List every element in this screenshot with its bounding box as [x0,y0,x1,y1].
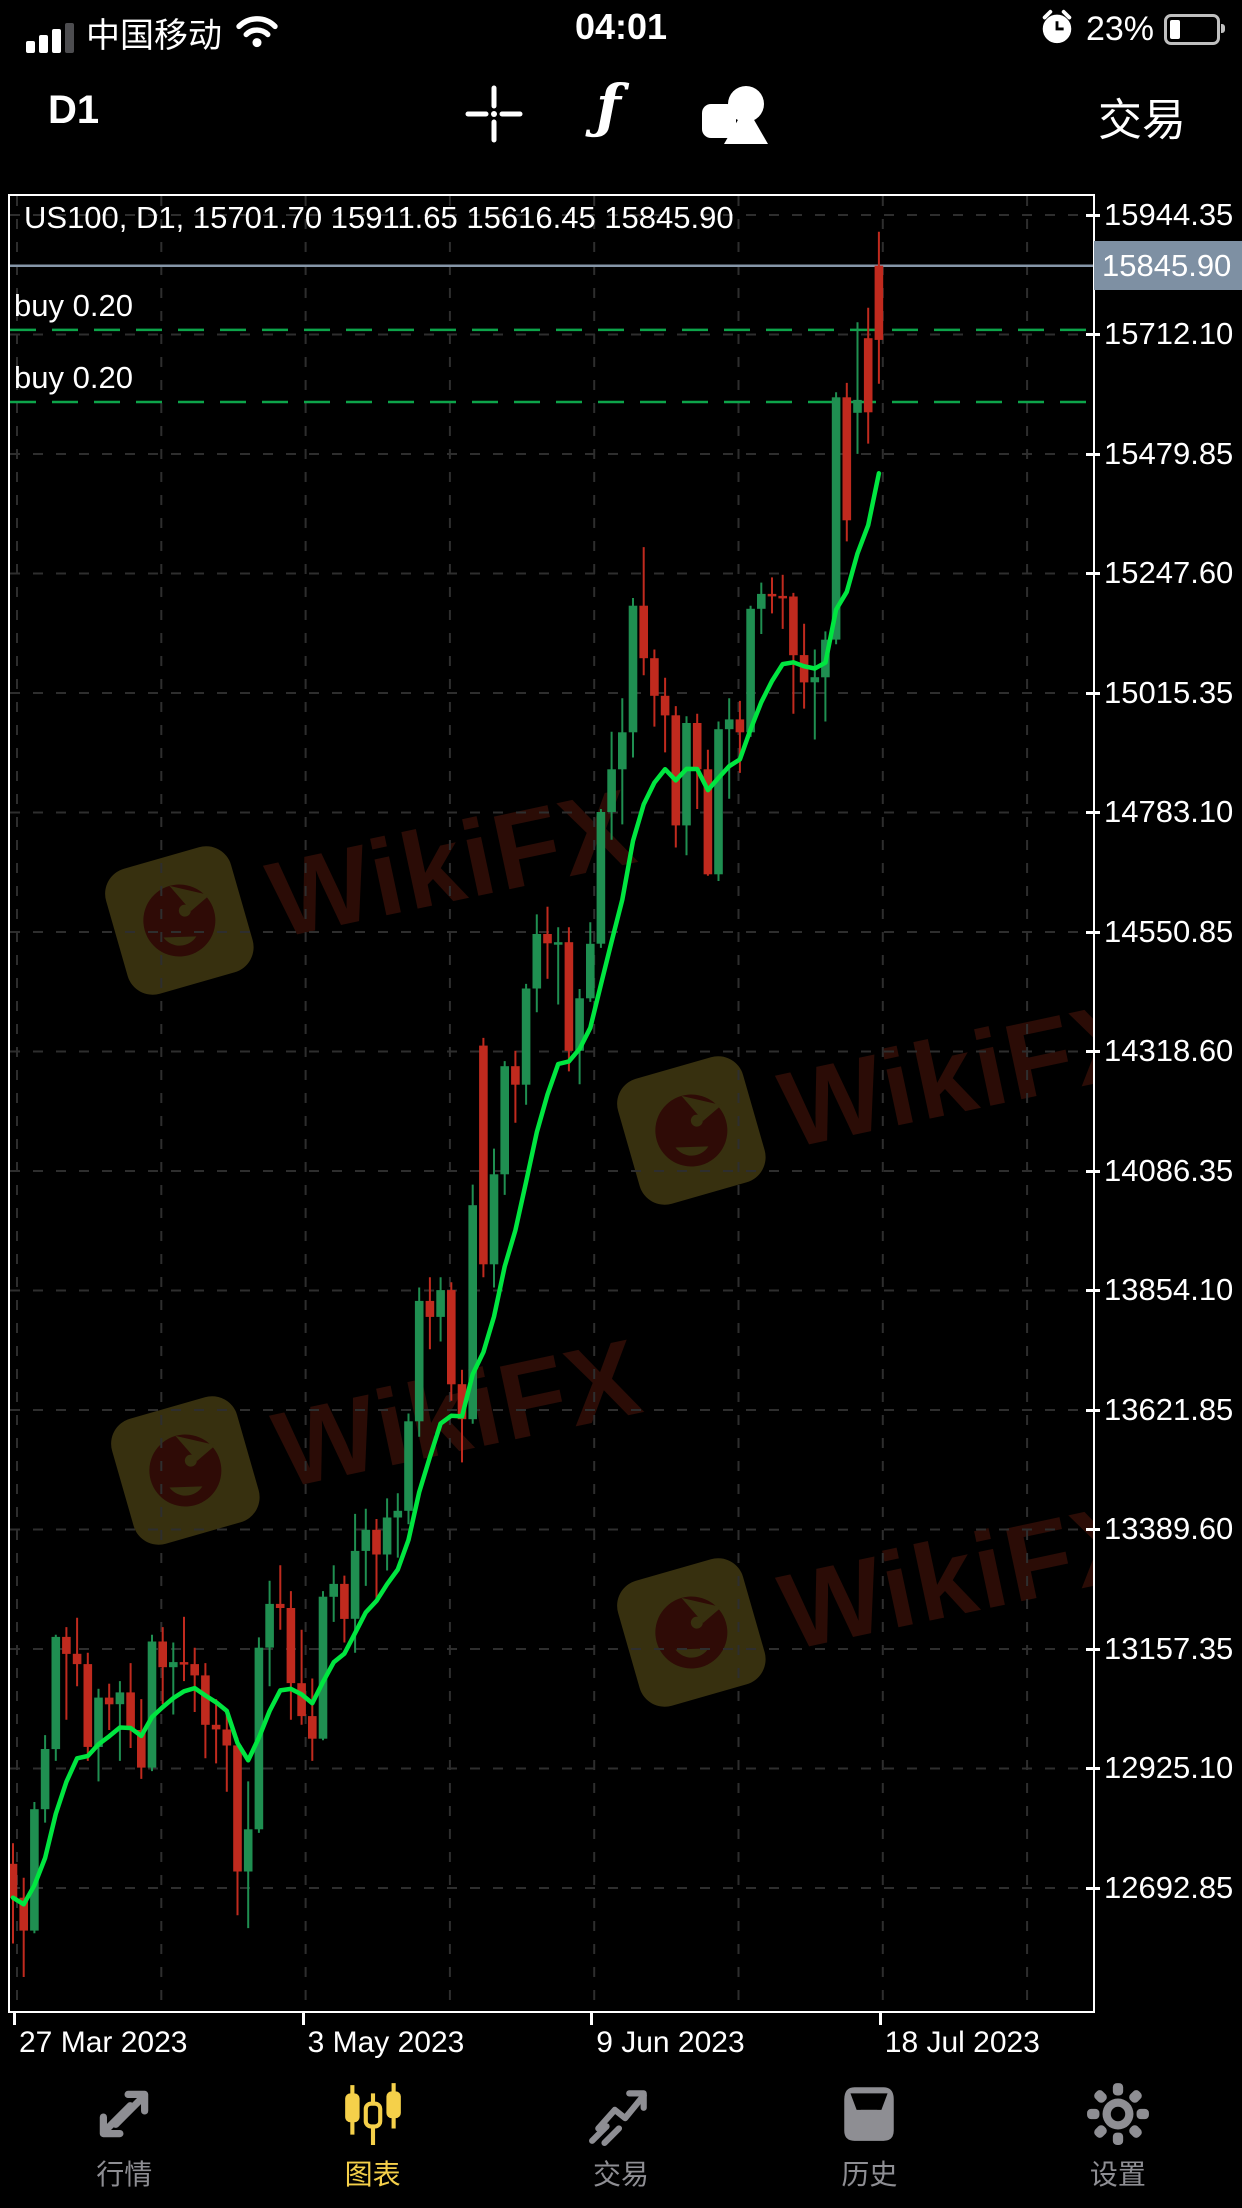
watermark: WikiFX [610,970,1093,1211]
date-axis-label: 9 Jun 2023 [596,2026,745,2059]
price-tick [1086,1528,1100,1532]
charts-icon [344,2083,401,2145]
price-axis-label: 12925.10 [1104,1750,1234,1786]
price-axis-label: 15479.85 [1104,435,1234,471]
quotes-icon [99,2090,149,2138]
price-axis[interactable]: 15845.90 15944.35 15712.10 15479.85 15247.6… [1086,0,1242,2208]
price-tick [1086,1050,1100,1054]
trade-icon [589,2090,647,2146]
tab-quotes[interactable]: 行情 [0,2075,248,2208]
tab-history[interactable]: 历史 [745,2075,993,2208]
date-tick [301,2013,305,2025]
function-icon[interactable]: ƒ [596,72,621,140]
tab-trade[interactable]: 交易 [497,2075,745,2208]
price-tick [1086,333,1100,337]
buy-order-label: buy 0.20 [14,288,133,323]
watermark: WikiFX [104,1310,653,1551]
price-tick [1086,1289,1100,1293]
price-tick [1086,930,1100,934]
timeframe-button[interactable]: D1 [48,88,100,132]
date-tick [13,2013,16,2025]
cellular-signal-icon [26,13,74,53]
price-axis-label: 14783.10 [1104,794,1234,830]
settings-icon [1086,2083,1149,2145]
chart-canvas[interactable] [10,196,1093,2011]
objects-icon[interactable] [700,82,772,157]
carrier-label: 中国移动 [86,17,222,55]
date-axis-label: 18 Jul 2023 [884,2026,1040,2059]
price-axis-label: 13157.35 [1104,1630,1234,1666]
price-axis-label: 15247.60 [1104,555,1234,591]
date-axis-label: 27 Mar 2023 [19,2026,188,2059]
battery-percent-label: 23% [1085,10,1154,48]
trade-button[interactable]: 交易 [1098,96,1186,145]
price-axis-label: 12692.85 [1104,1869,1234,1905]
price-tick [1086,452,1100,456]
bottom-tab-bar: 行情 图表 交易 历史 设置 [0,2075,1242,2208]
wifi-icon [234,12,280,53]
price-tick [1086,1886,1100,1890]
price-tick [1086,214,1100,217]
watermark: WikiFX [610,1472,1093,1713]
price-axis-label: 14550.85 [1104,913,1234,949]
alarm-clock-icon [1038,8,1076,51]
battery-icon [1164,14,1225,45]
tab-charts[interactable]: 图表 [248,2075,496,2208]
price-axis-label: 15015.35 [1104,674,1234,710]
price-axis-label: 14086.35 [1104,1152,1234,1188]
buy-order-label: buy 0.20 [14,360,133,395]
current-price-tag: 15845.90 [1094,241,1242,290]
price-tick [1086,1169,1100,1173]
price-tick [1086,1408,1100,1412]
price-tick [1086,691,1100,695]
price-axis-label: 13621.85 [1104,1391,1234,1427]
price-axis-label: 14318.60 [1104,1033,1234,1069]
price-tick [1086,811,1100,815]
clock-time: 04:01 [574,6,668,47]
chart-toolbar: D1 ƒ 交易 [0,62,1242,178]
date-tick [878,2013,882,2025]
price-tick [1086,1767,1100,1771]
date-tick [590,2013,594,2025]
tab-settings[interactable]: 设置 [994,2075,1242,2208]
status-bar: 中国移动 04:01 23% [0,0,1242,56]
price-axis-label: 15712.10 [1104,316,1234,352]
price-tick [1086,1647,1100,1651]
chart-ohlc-header: US100, D1, 15701.70 15911.65 15616.45 15… [24,200,734,235]
price-axis-label: 15944.35 [1104,197,1234,232]
date-axis-label: 3 May 2023 [307,2026,465,2059]
candlestick-chart[interactable]: WikiFX WikiFX WikiFX WikiFX [8,194,1095,2013]
crosshair-icon[interactable] [462,82,526,151]
history-icon [844,2087,895,2141]
price-axis-label: 13854.10 [1104,1272,1234,1308]
price-axis-label: 13389.60 [1104,1511,1234,1547]
price-tick [1086,572,1100,576]
date-axis[interactable]: 27 Mar 2023 3 May 2023 9 Jun 2023 18 Jul 20… [0,2008,1242,2068]
